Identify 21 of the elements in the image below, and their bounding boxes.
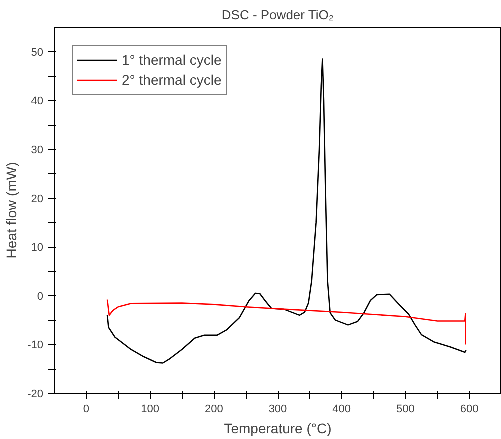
y-axis-title: Heat flow (mW)	[4, 162, 20, 259]
x-tick-label: 600	[460, 404, 479, 416]
x-tick-label: 300	[268, 404, 288, 416]
y-tick-label: 30	[31, 144, 44, 156]
legend-label: 1° thermal cycle	[122, 52, 222, 68]
x-tick-label: 200	[204, 404, 224, 416]
y-tick-label: -10	[28, 340, 44, 352]
chart-title: DSC - Powder TiO₂	[222, 8, 334, 22]
y-tick-label: 40	[31, 96, 44, 108]
x-axis-title: Temperature (°C)	[224, 420, 332, 436]
y-tick-label: 50	[31, 46, 44, 59]
x-tick-label: 100	[141, 404, 160, 416]
y-tick-label: -20	[28, 388, 44, 400]
line-series	[106, 299, 466, 346]
x-tick-label: 0	[83, 404, 90, 416]
x-tick-label: 400	[332, 404, 352, 416]
y-tick-label: 0	[37, 290, 44, 303]
y-tick-label: 20	[31, 193, 44, 206]
legend-label: 2° thermal cycle	[122, 72, 222, 88]
x-tick-label: 500	[396, 404, 415, 416]
y-tick-label: 10	[31, 242, 44, 254]
